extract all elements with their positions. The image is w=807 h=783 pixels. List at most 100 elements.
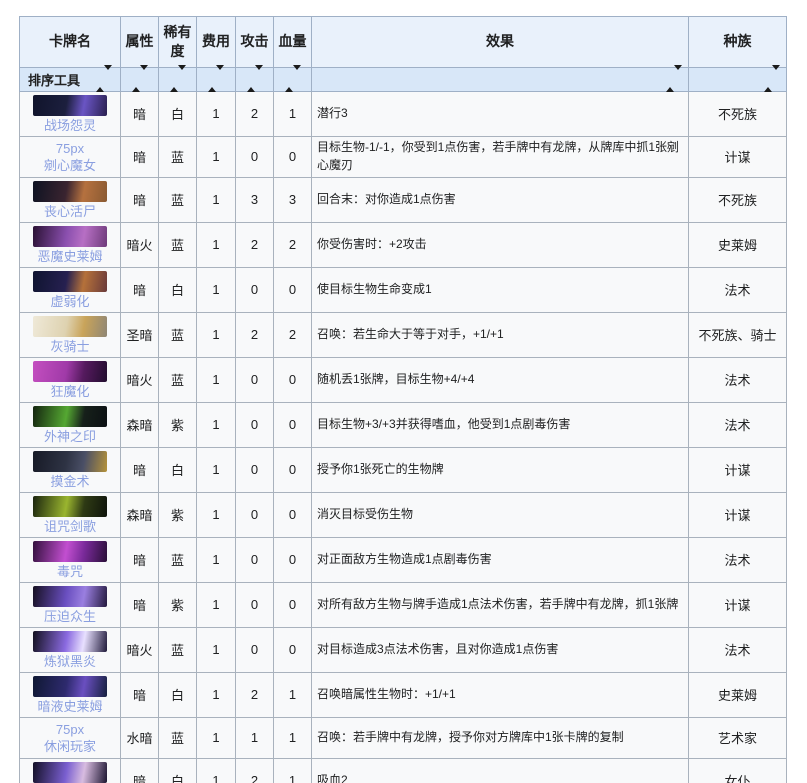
race-cell: 计谋 xyxy=(688,446,787,493)
sort-control-effect[interactable] xyxy=(311,65,689,93)
cost-cell: 1 xyxy=(196,536,236,583)
effect-cell: 授予你1张死亡的生物牌 xyxy=(311,446,689,493)
card-name-cell: 外神之印 xyxy=(19,401,121,448)
broken-image-link[interactable]: 75px xyxy=(55,721,85,737)
card-thumbnail[interactable] xyxy=(33,675,107,697)
race-cell: 计谋 xyxy=(688,491,787,538)
attribute-cell: 森暗 xyxy=(120,491,159,538)
hp-cell: 0 xyxy=(273,626,312,673)
card-link[interactable]: 暗液史莱姆 xyxy=(37,698,103,714)
effect-cell: 对目标造成3点法术伤害，且对你造成1点伤害 xyxy=(311,626,689,673)
card-row: 毒咒暗蓝 1 0 0 对正面敌方生物造成1点剧毒伤害 法术 xyxy=(19,536,787,583)
attack-cell: 2 xyxy=(235,221,274,268)
attribute-cell: 暗 xyxy=(120,536,159,583)
card-link[interactable]: 休闲玩家 xyxy=(43,738,96,754)
attack-cell: 2 xyxy=(235,311,274,358)
card-link[interactable]: 剜心魔女 xyxy=(43,157,96,173)
card-thumbnail[interactable] xyxy=(33,360,107,382)
attribute-cell: 暗 xyxy=(120,671,159,718)
attack-cell: 3 xyxy=(235,176,274,223)
cost-cell: 1 xyxy=(196,757,236,783)
hp-cell: 1 xyxy=(273,90,312,137)
card-row: 暗液史莱姆暗白 1 2 1 召唤暗属性生物时：+1/+1 史莱姆 xyxy=(19,671,787,718)
attack-cell: 0 xyxy=(235,401,274,448)
cost-cell: 1 xyxy=(196,221,236,268)
card-thumbnail[interactable] xyxy=(33,630,107,652)
sort-control-race[interactable] xyxy=(688,65,787,93)
hp-cell: 1 xyxy=(273,716,312,759)
card-link[interactable]: 诅咒剑歌 xyxy=(43,518,96,534)
card-link[interactable]: 战场怨灵 xyxy=(43,117,96,133)
column-header-attribute: 属性 xyxy=(120,16,159,68)
sort-control-attribute[interactable] xyxy=(120,65,159,93)
card-name-cell: 灰骑士 xyxy=(19,311,121,358)
card-thumbnail[interactable] xyxy=(33,315,107,337)
effect-cell: 消灭目标受伤生物 xyxy=(311,491,689,538)
card-thumbnail[interactable] xyxy=(33,495,107,517)
card-link[interactable]: 灰骑士 xyxy=(50,338,90,354)
sort-control-name[interactable]: 排序工具 xyxy=(19,65,121,93)
effect-cell: 吸血2 xyxy=(311,757,689,783)
card-name-cell: 75px 休闲玩家 xyxy=(19,716,121,759)
card-thumbnail[interactable] xyxy=(33,540,107,562)
card-name-cell: 恶魔史莱姆 xyxy=(19,221,121,268)
card-thumbnail[interactable] xyxy=(33,180,107,202)
card-thumbnail[interactable] xyxy=(33,450,107,472)
card-thumbnail[interactable] xyxy=(33,270,107,292)
rarity-cell: 蓝 xyxy=(158,356,197,403)
effect-cell: 召唤：若生命大于等于对手，+1/+1 xyxy=(311,311,689,358)
rarity-cell: 紫 xyxy=(158,401,197,448)
card-name-cell: 好色女仆 xyxy=(19,757,121,783)
attack-cell: 0 xyxy=(235,626,274,673)
hp-cell: 1 xyxy=(273,757,312,783)
cost-cell: 1 xyxy=(196,626,236,673)
cost-cell: 1 xyxy=(196,491,236,538)
card-thumbnail[interactable] xyxy=(33,405,107,427)
attack-cell: 2 xyxy=(235,757,274,783)
card-name-cell: 诅咒剑歌 xyxy=(19,491,121,538)
card-row: 诅咒剑歌 森暗紫 1 0 0 消灭目标受伤生物 计谋 xyxy=(19,491,787,538)
hp-cell: 0 xyxy=(273,135,312,178)
card-link[interactable]: 狂魔化 xyxy=(50,383,90,399)
hp-cell: 3 xyxy=(273,176,312,223)
card-thumbnail[interactable] xyxy=(33,761,107,783)
card-thumbnail[interactable] xyxy=(33,225,107,247)
rarity-cell: 白 xyxy=(158,446,197,493)
card-name-cell: 炼狱黑炎 xyxy=(19,626,121,673)
card-link[interactable]: 外神之印 xyxy=(43,428,96,444)
card-link[interactable]: 恶魔史莱姆 xyxy=(37,248,103,264)
sort-control-rarity[interactable] xyxy=(158,65,197,93)
sort-control-cost[interactable] xyxy=(196,65,236,93)
race-cell: 法术 xyxy=(688,401,787,448)
race-cell: 法术 xyxy=(688,626,787,673)
card-name-cell: 丧心活尸 xyxy=(19,176,121,223)
broken-image-link[interactable]: 75px xyxy=(55,140,85,156)
rarity-cell: 蓝 xyxy=(158,311,197,358)
card-thumbnail[interactable] xyxy=(33,585,107,607)
table-body: 战场怨灵暗白 1 2 1 潜行3 不死族 75px 剜心魔女暗蓝 1 0 0 目标生物-1/-1，你受… xyxy=(19,90,787,783)
cost-cell: 1 xyxy=(196,356,236,403)
cost-cell: 1 xyxy=(196,266,236,313)
race-cell: 不死族 xyxy=(688,176,787,223)
card-link[interactable]: 丧心活尸 xyxy=(43,203,96,219)
card-name-cell: 75px 剜心魔女 xyxy=(19,135,121,178)
card-thumbnail[interactable] xyxy=(33,94,107,116)
sort-control-hp[interactable] xyxy=(273,65,312,93)
card-link[interactable]: 摸金术 xyxy=(50,473,90,489)
attack-cell: 0 xyxy=(235,536,274,583)
effect-cell: 目标生物+3/+3并获得嗜血，他受到1点剧毒伤害 xyxy=(311,401,689,448)
card-link[interactable]: 虚弱化 xyxy=(50,293,90,309)
hp-cell: 0 xyxy=(273,356,312,403)
attack-cell: 2 xyxy=(235,671,274,718)
card-row: 摸金术暗白 1 0 0 授予你1张死亡的生物牌 计谋 xyxy=(19,446,787,493)
sort-control-attack[interactable] xyxy=(235,65,274,93)
effect-cell: 回合末：对你造成1点伤害 xyxy=(311,176,689,223)
cost-cell: 1 xyxy=(196,716,236,759)
card-link[interactable]: 毒咒 xyxy=(56,563,83,579)
card-row: 恶魔史莱姆 暗火蓝 1 2 2 你受伤害时：+2攻击 史莱姆 xyxy=(19,221,787,268)
card-link[interactable]: 炼狱黑炎 xyxy=(43,653,96,669)
rarity-cell: 白 xyxy=(158,671,197,718)
card-row: 75px 剜心魔女暗蓝 1 0 0 目标生物-1/-1，你受到1点伤害，若手牌中有龙牌，从… xyxy=(19,135,787,178)
hp-cell: 0 xyxy=(273,446,312,493)
card-link[interactable]: 压迫众生 xyxy=(43,608,96,624)
